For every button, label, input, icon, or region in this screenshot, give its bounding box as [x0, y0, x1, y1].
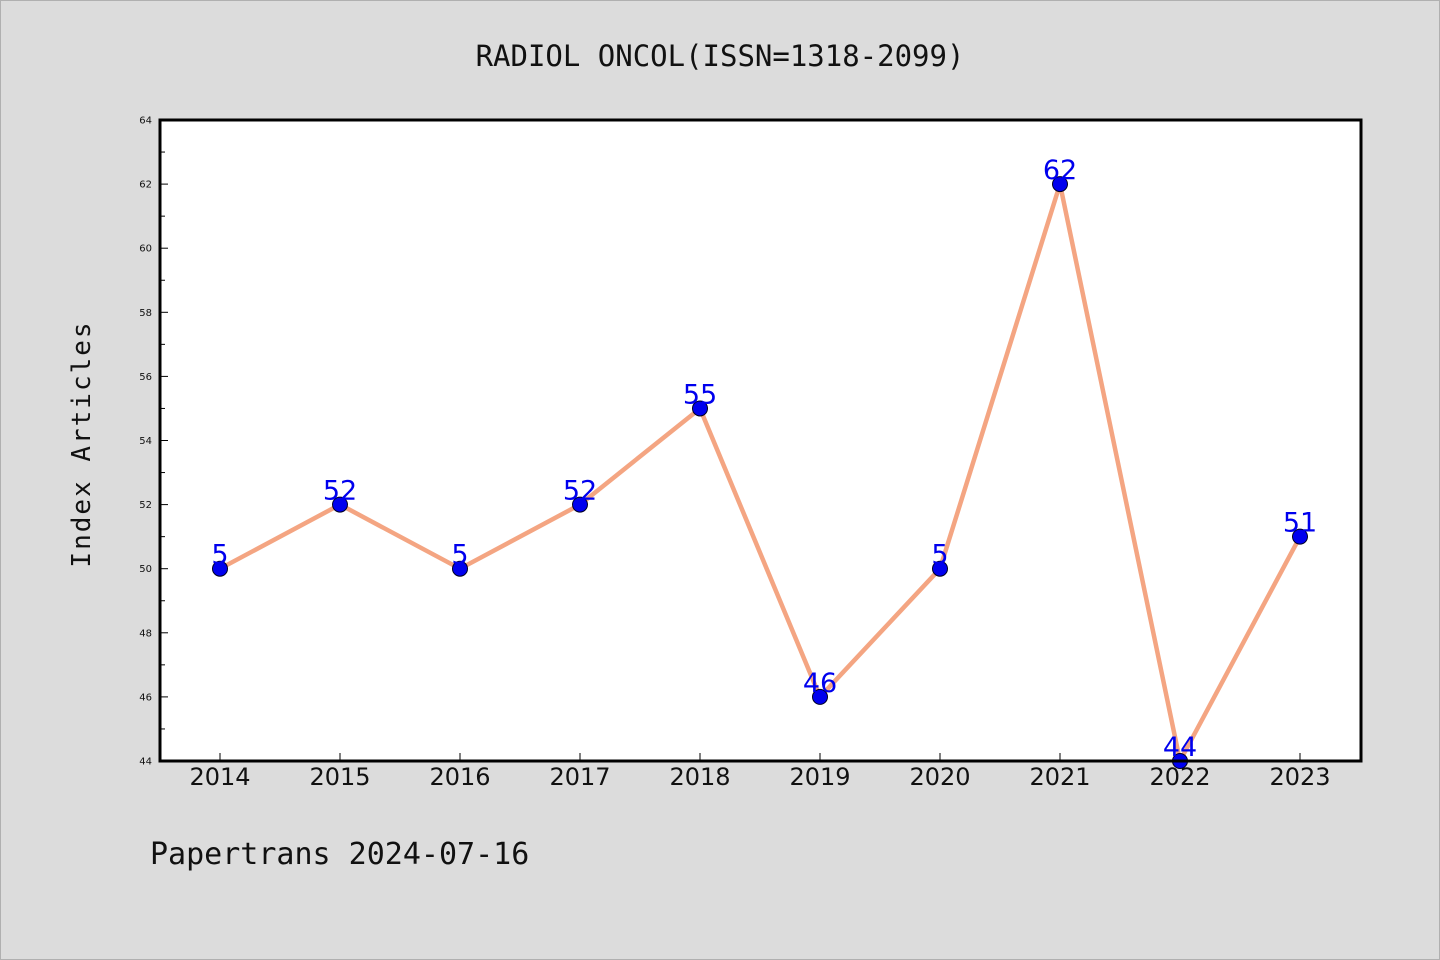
data-label-2021: 62: [1043, 155, 1077, 186]
data-label-2020: 5: [931, 540, 948, 571]
x-tick-label-2023: 2023: [1269, 763, 1330, 791]
data-point-2023: [1292, 528, 1308, 545]
y-axis-label: Index Articles: [67, 320, 97, 567]
data-point-2017: [572, 496, 588, 513]
data-label-2019: 46: [803, 668, 837, 699]
data-point-2021: [1052, 176, 1068, 193]
y-tick-label-60: 60: [139, 244, 152, 255]
data-point-2018: [692, 400, 708, 417]
y-tick-label-64: 64: [139, 116, 152, 127]
plot-border: [158, 118, 1363, 763]
y-tick-label-52: 52: [139, 500, 152, 511]
x-tick-label-2017: 2017: [549, 763, 610, 791]
data-label-2017: 52: [563, 476, 597, 507]
chart-title: RADIOL ONCOL(ISSN=1318-2099): [476, 39, 965, 73]
data-point-2016: [452, 560, 468, 577]
y-tick-label-54: 54: [139, 436, 152, 447]
plot-area: [160, 120, 1361, 761]
data-label-2014: 5: [211, 540, 228, 571]
x-tick-label-2015: 2015: [309, 763, 370, 791]
x-tick-label-2018: 2018: [669, 763, 730, 791]
x-tick-label-2020: 2020: [909, 763, 970, 791]
data-point-2020: [932, 560, 948, 577]
x-tick-label-2021: 2021: [1029, 763, 1090, 791]
series-line: [217, 181, 1303, 764]
data-point-2015: [332, 496, 348, 513]
data-point-2019: [812, 688, 828, 705]
y-tick-label-48: 48: [139, 628, 152, 639]
data-label-2016: 5: [451, 540, 468, 571]
y-tick-label-44: 44: [139, 757, 152, 768]
y-tick-label-50: 50: [139, 564, 152, 575]
y-tick-label-46: 46: [139, 692, 152, 703]
data-label-2018: 55: [683, 379, 717, 410]
y-tick-label-58: 58: [139, 308, 152, 319]
footer-text: Papertrans 2024-07-16: [150, 837, 529, 872]
data-labels: 5 52 5 52 55 46 5 62 44 51: [211, 155, 1317, 763]
data-point-2014: [212, 560, 228, 577]
data-label-2023: 51: [1283, 508, 1317, 539]
data-points: [212, 176, 1308, 769]
x-tick-label-2016: 2016: [429, 763, 490, 791]
x-tick-label-2019: 2019: [789, 763, 850, 791]
y-tick-label-62: 62: [139, 180, 152, 191]
y-tick-label-56: 56: [139, 372, 152, 383]
data-label-2015: 52: [323, 476, 357, 507]
data-label-2022: 44: [1163, 732, 1197, 763]
series-line-layer: [217, 181, 1303, 764]
x-tick-label-2014: 2014: [189, 763, 250, 791]
